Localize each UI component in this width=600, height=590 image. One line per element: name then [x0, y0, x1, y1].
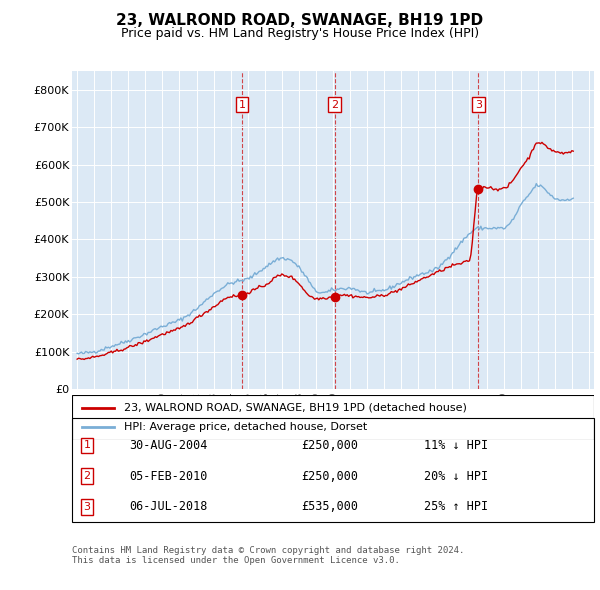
FancyBboxPatch shape: [72, 395, 594, 440]
Text: 1: 1: [83, 441, 91, 450]
Text: HPI: Average price, detached house, Dorset: HPI: Average price, detached house, Dors…: [124, 422, 367, 432]
Text: 30-AUG-2004: 30-AUG-2004: [129, 439, 207, 452]
Text: Contains HM Land Registry data © Crown copyright and database right 2024.
This d: Contains HM Land Registry data © Crown c…: [72, 546, 464, 565]
Text: 23, WALROND ROAD, SWANAGE, BH19 1PD: 23, WALROND ROAD, SWANAGE, BH19 1PD: [116, 13, 484, 28]
Text: 23, WALROND ROAD, SWANAGE, BH19 1PD (detached house): 23, WALROND ROAD, SWANAGE, BH19 1PD (det…: [124, 403, 467, 412]
Text: 25% ↑ HPI: 25% ↑ HPI: [424, 500, 488, 513]
Text: 1: 1: [239, 100, 245, 110]
Text: £250,000: £250,000: [302, 470, 359, 483]
Text: 3: 3: [475, 100, 482, 110]
Text: 05-FEB-2010: 05-FEB-2010: [129, 470, 207, 483]
Text: £535,000: £535,000: [302, 500, 359, 513]
Text: Price paid vs. HM Land Registry's House Price Index (HPI): Price paid vs. HM Land Registry's House …: [121, 27, 479, 40]
Text: 20% ↓ HPI: 20% ↓ HPI: [424, 470, 488, 483]
Text: 2: 2: [83, 471, 91, 481]
Text: 06-JUL-2018: 06-JUL-2018: [129, 500, 207, 513]
Text: £250,000: £250,000: [302, 439, 359, 452]
Text: 2: 2: [331, 100, 338, 110]
Text: 11% ↓ HPI: 11% ↓ HPI: [424, 439, 488, 452]
Text: 3: 3: [83, 502, 91, 512]
